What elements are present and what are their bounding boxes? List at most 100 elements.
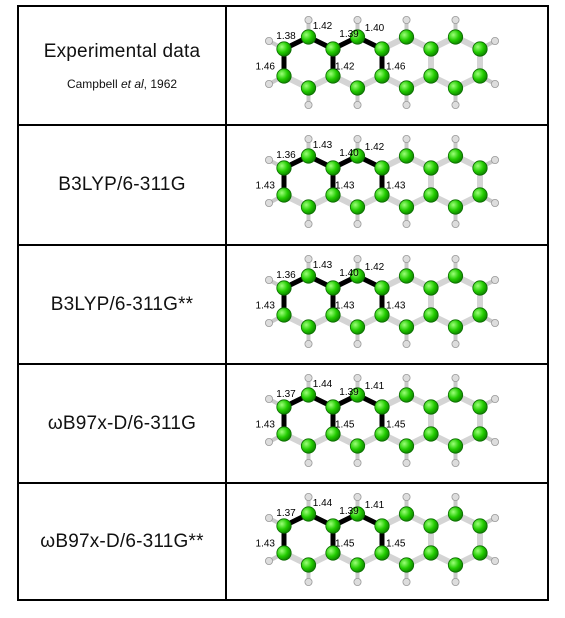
hydrogen-atom [353, 578, 362, 587]
carbon-atom [325, 399, 341, 415]
bond-length-label: 1.39 [339, 387, 359, 398]
hydrogen-atom [265, 275, 274, 284]
bond-length-label: 1.43 [256, 420, 276, 431]
hydrogen-atom [490, 275, 499, 284]
carbon-atom [398, 506, 415, 522]
carbon-atom [300, 387, 317, 403]
hydrogen-atom [304, 459, 313, 468]
hydrogen-atom [490, 513, 499, 522]
hydrogen-atom [490, 557, 499, 566]
row-divider [19, 363, 547, 365]
hydrogen-atom [451, 492, 460, 501]
carbon-atom [325, 187, 341, 203]
hydrogen-atom [304, 578, 313, 587]
hydrogen-atom [304, 134, 313, 143]
method-label: B3LYP/6-311G [58, 174, 186, 195]
hydrogen-atom [353, 254, 362, 263]
bond-length-label: 1.43 [313, 260, 333, 271]
carbon-atom [374, 187, 390, 203]
carbon-atom [472, 280, 488, 296]
hydrogen-atom [451, 373, 460, 382]
carbon-atom [398, 80, 415, 96]
hydrogen-atom [304, 15, 313, 24]
row-divider [19, 244, 547, 246]
hydrogen-atom [304, 254, 313, 263]
citation-etal: et al [120, 76, 144, 91]
carbon-atom [472, 426, 488, 442]
carbon-atom [300, 268, 317, 284]
bond-length-label: 1.43 [386, 181, 406, 192]
bond-length-label: 1.39 [339, 29, 359, 40]
carbon-atom [300, 29, 317, 45]
molecule-cell: 1.37 1.44 1.39 1.41 1.43 1.45 1.45 [227, 365, 547, 482]
bond-length-label: 1.40 [339, 148, 359, 159]
carbon-atom [300, 80, 317, 96]
carbon-atom [423, 399, 439, 415]
hydrogen-atom [265, 36, 274, 45]
hydrogen-atom [265, 438, 274, 447]
carbon-atom [398, 438, 415, 454]
hydrogen-atom [304, 101, 313, 110]
carbon-atom [325, 426, 341, 442]
carbon-atom [276, 518, 292, 534]
carbon-atom [300, 557, 317, 573]
method-label: ωB97x-D/6-311G** [40, 530, 204, 552]
bond-length-label: 1.45 [335, 420, 355, 431]
tetracene-molecule: 1.37 1.44 1.39 1.41 1.43 1.45 1.45 [256, 492, 499, 587]
bond-length-label: 1.36 [276, 270, 296, 281]
hydrogen-atom [353, 15, 362, 24]
carbon-atom [276, 41, 292, 57]
carbon-atom [374, 545, 390, 561]
citation: Campbell et al, 1962 [67, 77, 177, 91]
bond-length-label: 1.41 [365, 500, 385, 511]
row-divider [19, 124, 547, 126]
carbon-atom [276, 399, 292, 415]
hydrogen-atom [304, 340, 313, 349]
bond-length-label: 1.42 [335, 62, 355, 73]
carbon-atom [447, 199, 464, 215]
bond-length-label: 1.44 [313, 498, 333, 509]
carbon-atom [349, 557, 366, 573]
hydrogen-atom [402, 578, 411, 587]
carbon-atom [447, 438, 464, 454]
molecule-cell: 1.38 1.42 1.39 1.40 1.46 1.42 1.46 [227, 7, 547, 124]
carbon-atom [472, 187, 488, 203]
molecule-cell: 1.36 1.43 1.40 1.42 1.43 1.43 1.43 [227, 246, 547, 363]
citation-author: Campbell [66, 76, 118, 91]
carbon-atom [447, 319, 464, 335]
bond-length-label: 1.43 [335, 301, 355, 312]
carbon-atom [325, 518, 341, 534]
hydrogen-atom [451, 134, 460, 143]
carbon-atom [472, 160, 488, 176]
carbon-atom [349, 319, 366, 335]
carbon-atom [276, 160, 292, 176]
row-b3lyp-6-311g-star: B3LYP/6-311G** [19, 246, 225, 363]
bond-length-label: 1.45 [386, 539, 406, 550]
bond-length-label: 1.40 [339, 268, 359, 279]
hydrogen-atom [402, 459, 411, 468]
hydrogen-atom [490, 80, 499, 89]
hydrogen-atom [451, 254, 460, 263]
molecule-cell: 1.37 1.44 1.39 1.41 1.43 1.45 1.45 [227, 484, 547, 599]
carbon-atom [398, 199, 415, 215]
hydrogen-atom [304, 220, 313, 229]
carbon-atom [423, 187, 439, 203]
row-b3lyp-6-311g: B3LYP/6-311G [19, 126, 225, 244]
carbon-atom [447, 268, 464, 284]
carbon-atom [423, 280, 439, 296]
carbon-atom [472, 518, 488, 534]
carbon-atom [374, 41, 390, 57]
carbon-atom [300, 319, 317, 335]
hydrogen-atom [402, 134, 411, 143]
tetracene-molecule: 1.36 1.43 1.40 1.42 1.43 1.43 1.43 [256, 254, 499, 349]
carbon-atom [374, 280, 390, 296]
bond-length-label: 1.43 [256, 539, 276, 550]
hydrogen-atom [490, 319, 499, 328]
hydrogen-atom [304, 492, 313, 501]
bond-length-label: 1.42 [365, 142, 385, 153]
bond-length-label: 1.44 [313, 379, 333, 390]
carbon-atom [398, 387, 415, 403]
carbon-atom [447, 506, 464, 522]
carbon-atom [447, 557, 464, 573]
carbon-atom [349, 29, 366, 45]
